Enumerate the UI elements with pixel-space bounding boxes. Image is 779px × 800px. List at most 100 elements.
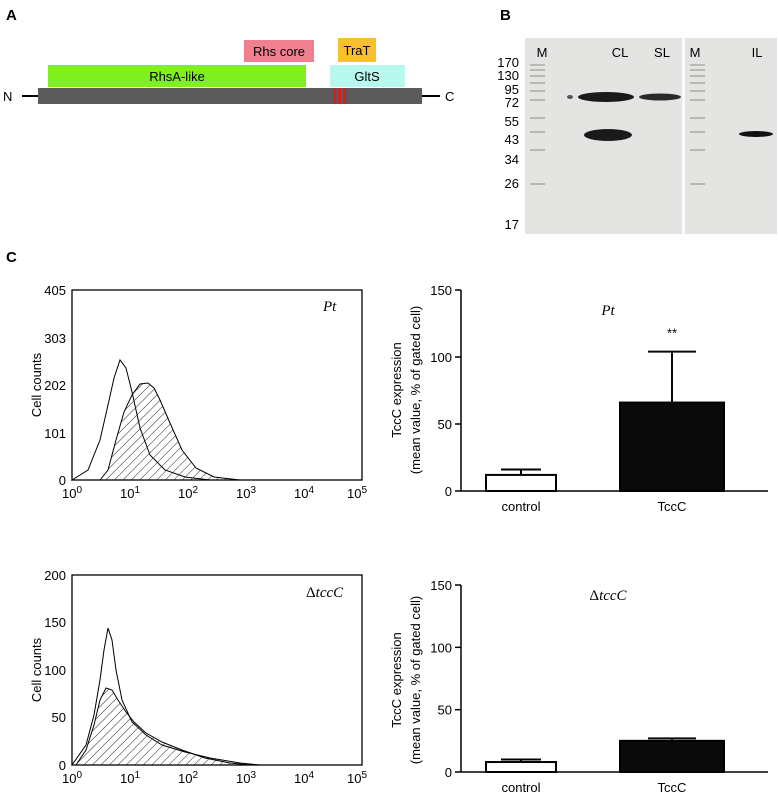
x-tick-label: 105 (347, 485, 367, 501)
y-tick-label: 405 (44, 283, 66, 298)
x-tick-label: 103 (236, 770, 256, 786)
y-tick-label: 100 (430, 640, 452, 655)
mw-marker: 170 (497, 55, 519, 70)
c-terminus-label: C (445, 89, 454, 104)
lane-label-m1: M (537, 45, 548, 60)
bar-tccc (619, 739, 725, 773)
band-cl-upper (578, 92, 634, 102)
marker-ladder (530, 64, 705, 185)
x-tick-label: 102 (178, 485, 198, 501)
rhs-core-box (244, 40, 314, 62)
y-tick-label: 200 (44, 568, 66, 583)
blot-divider (682, 38, 685, 234)
y-tick-label: 0 (59, 473, 66, 488)
category-label: TccC (658, 780, 687, 795)
stained-histogram (75, 687, 251, 766)
y-axis-label: TccC expression (389, 632, 404, 727)
mw-marker: 95 (505, 82, 519, 97)
lane-label-m2: M (690, 45, 701, 60)
motif-stripe (343, 88, 346, 104)
y-tick-label: 0 (59, 758, 66, 773)
y-axis-label: Cell counts (29, 352, 44, 417)
blot-spot (567, 95, 573, 99)
histogram-tag: Pt (322, 299, 337, 315)
y-tick-label: 303 (44, 331, 66, 346)
mw-marker: 34 (505, 152, 519, 167)
x-tick-label: 100 (62, 770, 82, 786)
lane-label-cl: CL (612, 45, 629, 60)
x-tick-label: 102 (178, 770, 198, 786)
chart-title: ΔtccC (589, 588, 627, 604)
y-tick-label: 50 (52, 710, 66, 725)
category-label: control (501, 499, 540, 514)
significance-marker: ** (667, 326, 677, 341)
y-ticks: 405 303 202 101 0 (44, 283, 66, 488)
bar-chart-top: TccC expression (mean value, % of gated … (389, 283, 768, 514)
bar-chart-bottom: TccC expression (mean value, % of gated … (389, 578, 768, 795)
rhsa-domain-label: RhsA-like (149, 69, 205, 84)
y-tick-label: 50 (438, 703, 452, 718)
x-tick-label: 103 (236, 485, 256, 501)
y-tick-label: 50 (438, 417, 452, 432)
y-tick-label: 100 (430, 350, 452, 365)
y-tick-label: 0 (445, 484, 452, 499)
glts-label: GltS (354, 69, 380, 84)
x-tick-label: 105 (347, 770, 367, 786)
mw-marker: 26 (505, 176, 519, 191)
x-ticks: 100 101 102 103 104 105 (62, 770, 367, 786)
lane-label-il: IL (752, 45, 763, 60)
glts-box (330, 65, 405, 87)
x-tick-label: 104 (294, 770, 314, 786)
y-tick-label: 101 (44, 426, 66, 441)
flow-histogram-bottom: ΔtccC Cell counts 200 150 100 50 0 100 1… (29, 568, 367, 786)
rhs-core-label: Rhs core (253, 44, 305, 59)
band-sl (639, 93, 681, 101)
mw-marker: 17 (505, 217, 519, 232)
mw-marker: 130 (497, 68, 519, 83)
x-tick-label: 100 (62, 485, 82, 501)
motif-stripe (333, 88, 336, 104)
flow-histogram-top: Pt Cell counts 405 303 202 101 0 100 101… (29, 283, 367, 501)
x-ticks: 100 101 102 103 104 105 (62, 485, 367, 501)
mw-marker: 43 (505, 132, 519, 147)
y-tick-label: 202 (44, 378, 66, 393)
trat-label: TraT (344, 43, 371, 58)
category-label: control (501, 780, 540, 795)
mw-marker: 72 (505, 95, 519, 110)
y-ticks: 200 150 100 50 0 (44, 568, 66, 773)
stained-histogram (98, 382, 241, 481)
x-tick-label: 101 (120, 485, 140, 501)
y-tick-label: 150 (44, 615, 66, 630)
trat-box (338, 38, 376, 62)
x-tick-label: 104 (294, 485, 314, 501)
blot-membrane (525, 38, 777, 234)
x-tick-label: 101 (120, 770, 140, 786)
y-tick-label: 100 (44, 663, 66, 678)
bar-tccc (619, 401, 725, 492)
western-blot: M CL SL M IL 170 130 95 72 55 43 34 26 1… (497, 38, 777, 234)
y-axis-label: TccC expression (389, 342, 404, 437)
panel-label-c: C (6, 249, 17, 266)
control-histogram (71, 627, 261, 766)
n-terminus-label: N (3, 89, 12, 104)
y-axis-sublabel: (mean value, % of gated cell) (408, 306, 423, 474)
lane-label-sl: SL (654, 45, 670, 60)
panel-label-b: B (500, 7, 511, 24)
category-label: TccC (658, 499, 687, 514)
panel-label-a: A (6, 7, 17, 24)
bar-control (485, 761, 557, 774)
mw-marker: 55 (505, 114, 519, 129)
band-cl-lower (584, 129, 632, 141)
motif-stripe (338, 88, 341, 104)
band-il (739, 131, 773, 137)
histogram-tag: ΔtccC (306, 585, 344, 601)
domain-map: N C RhsA-like Rhs core TraT GltS (3, 38, 454, 104)
y-tick-label: 150 (430, 578, 452, 593)
chart-title: Pt (600, 303, 615, 319)
y-axis-sublabel: (mean value, % of gated cell) (408, 596, 423, 764)
rhsa-domain-box (48, 65, 306, 87)
y-tick-label: 0 (445, 765, 452, 780)
y-tick-label: 150 (430, 283, 452, 298)
y-axis-label: Cell counts (29, 637, 44, 702)
